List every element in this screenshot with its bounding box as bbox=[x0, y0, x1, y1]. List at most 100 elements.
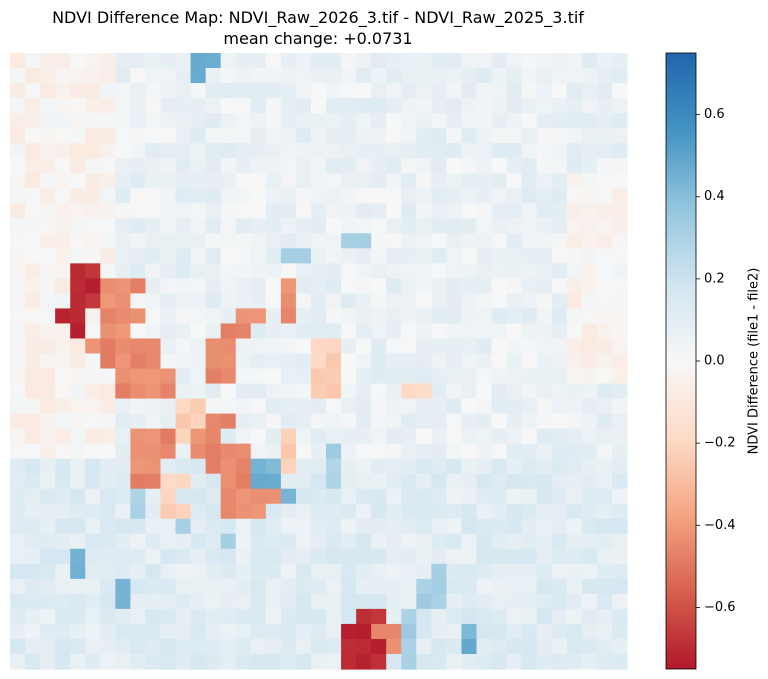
heatmap-cell bbox=[280, 338, 297, 355]
heatmap-cell bbox=[446, 83, 463, 99]
heatmap-cell bbox=[581, 113, 598, 129]
heatmap-cell bbox=[611, 278, 628, 294]
heatmap-cell bbox=[611, 638, 628, 655]
heatmap-cell bbox=[386, 68, 402, 84]
heatmap-cell bbox=[356, 233, 372, 249]
heatmap-cell bbox=[310, 98, 327, 114]
heatmap-cell bbox=[295, 518, 312, 535]
heatmap-cell bbox=[461, 203, 478, 219]
heatmap-cell bbox=[611, 533, 628, 550]
heatmap-cell bbox=[371, 83, 387, 99]
heatmap-cell bbox=[280, 323, 297, 340]
heatmap-cell bbox=[461, 503, 478, 520]
heatmap-cell bbox=[25, 443, 41, 460]
heatmap-cell bbox=[175, 233, 192, 249]
heatmap-cell bbox=[70, 548, 86, 565]
heatmap-cell bbox=[70, 593, 86, 610]
heatmap-cell bbox=[250, 278, 267, 294]
heatmap-cell bbox=[551, 413, 568, 430]
heatmap-cell bbox=[521, 173, 538, 189]
heatmap-cell bbox=[416, 398, 432, 415]
heatmap-cell bbox=[100, 308, 116, 325]
heatmap-cell bbox=[356, 113, 372, 129]
heatmap-cell bbox=[265, 248, 282, 264]
heatmap-cell bbox=[130, 68, 147, 84]
heatmap-cell bbox=[115, 353, 131, 370]
heatmap-cell bbox=[446, 533, 463, 550]
heatmap-cell bbox=[476, 653, 493, 670]
heatmap-cell bbox=[55, 113, 71, 129]
heatmap-cell bbox=[566, 593, 583, 610]
heatmap-cell bbox=[521, 608, 538, 625]
heatmap-cell bbox=[190, 248, 207, 264]
heatmap-cell bbox=[130, 278, 147, 294]
heatmap-cell bbox=[115, 68, 131, 84]
heatmap-cell bbox=[115, 248, 131, 264]
heatmap-cell bbox=[265, 383, 282, 400]
heatmap-cell bbox=[160, 608, 177, 625]
heatmap-cell bbox=[55, 473, 71, 490]
heatmap-cell bbox=[596, 158, 613, 174]
heatmap-cell bbox=[160, 143, 177, 159]
heatmap-cell bbox=[446, 188, 463, 204]
heatmap-cell bbox=[521, 488, 538, 505]
heatmap-cell bbox=[115, 173, 131, 189]
heatmap-cell bbox=[115, 323, 131, 340]
heatmap-cell bbox=[461, 623, 478, 640]
heatmap-cell bbox=[326, 593, 342, 610]
heatmap-cell bbox=[506, 53, 523, 69]
heatmap-cell bbox=[100, 593, 116, 610]
heatmap-cell bbox=[371, 263, 387, 279]
heatmap-cell bbox=[55, 68, 71, 84]
heatmap-cell bbox=[401, 533, 417, 550]
heatmap-cell bbox=[70, 398, 86, 415]
heatmap-cell bbox=[401, 488, 417, 505]
heatmap-cell bbox=[265, 563, 282, 580]
heatmap-cell bbox=[566, 488, 583, 505]
heatmap-cell bbox=[476, 548, 493, 565]
heatmap-cell bbox=[280, 428, 297, 445]
heatmap-cell bbox=[596, 308, 613, 325]
heatmap-cell bbox=[326, 443, 342, 460]
heatmap-cell bbox=[581, 533, 598, 550]
heatmap-cell bbox=[341, 128, 357, 144]
heatmap-cell bbox=[461, 68, 478, 84]
heatmap-cell bbox=[190, 518, 207, 535]
heatmap-cell bbox=[295, 563, 312, 580]
heatmap-cell bbox=[446, 383, 463, 400]
heatmap-cell bbox=[611, 128, 628, 144]
heatmap-cell bbox=[506, 593, 523, 610]
heatmap-cell bbox=[175, 473, 192, 490]
heatmap-cell bbox=[611, 293, 628, 310]
heatmap-cell bbox=[521, 623, 538, 640]
heatmap-cell bbox=[10, 428, 26, 445]
heatmap-cell bbox=[476, 428, 493, 445]
heatmap-cell bbox=[596, 623, 613, 640]
heatmap-cell bbox=[280, 458, 297, 475]
heatmap-cell bbox=[250, 398, 267, 415]
heatmap-cell bbox=[265, 608, 282, 625]
heatmap-cell bbox=[341, 518, 357, 535]
heatmap-cell bbox=[551, 218, 568, 234]
heatmap-cell bbox=[160, 533, 177, 550]
heatmap-cell bbox=[326, 338, 342, 355]
heatmap-cell bbox=[130, 263, 147, 279]
heatmap-cell bbox=[55, 608, 71, 625]
heatmap-cell bbox=[371, 398, 387, 415]
heatmap-cell bbox=[25, 428, 41, 445]
heatmap-cell bbox=[175, 128, 192, 144]
heatmap-cell bbox=[130, 53, 147, 69]
heatmap-cell bbox=[416, 488, 432, 505]
heatmap-cell bbox=[431, 323, 448, 340]
heatmap-cell bbox=[386, 593, 402, 610]
heatmap-cell bbox=[341, 398, 357, 415]
heatmap-cell bbox=[130, 443, 147, 460]
heatmap-cell bbox=[25, 188, 41, 204]
heatmap-cell bbox=[491, 113, 508, 129]
heatmap-cell bbox=[446, 128, 463, 144]
heatmap-cell bbox=[235, 173, 252, 189]
heatmap-cell bbox=[491, 623, 508, 640]
heatmap-cell bbox=[130, 653, 147, 670]
heatmap-cell bbox=[596, 218, 613, 234]
heatmap-cell bbox=[55, 518, 71, 535]
